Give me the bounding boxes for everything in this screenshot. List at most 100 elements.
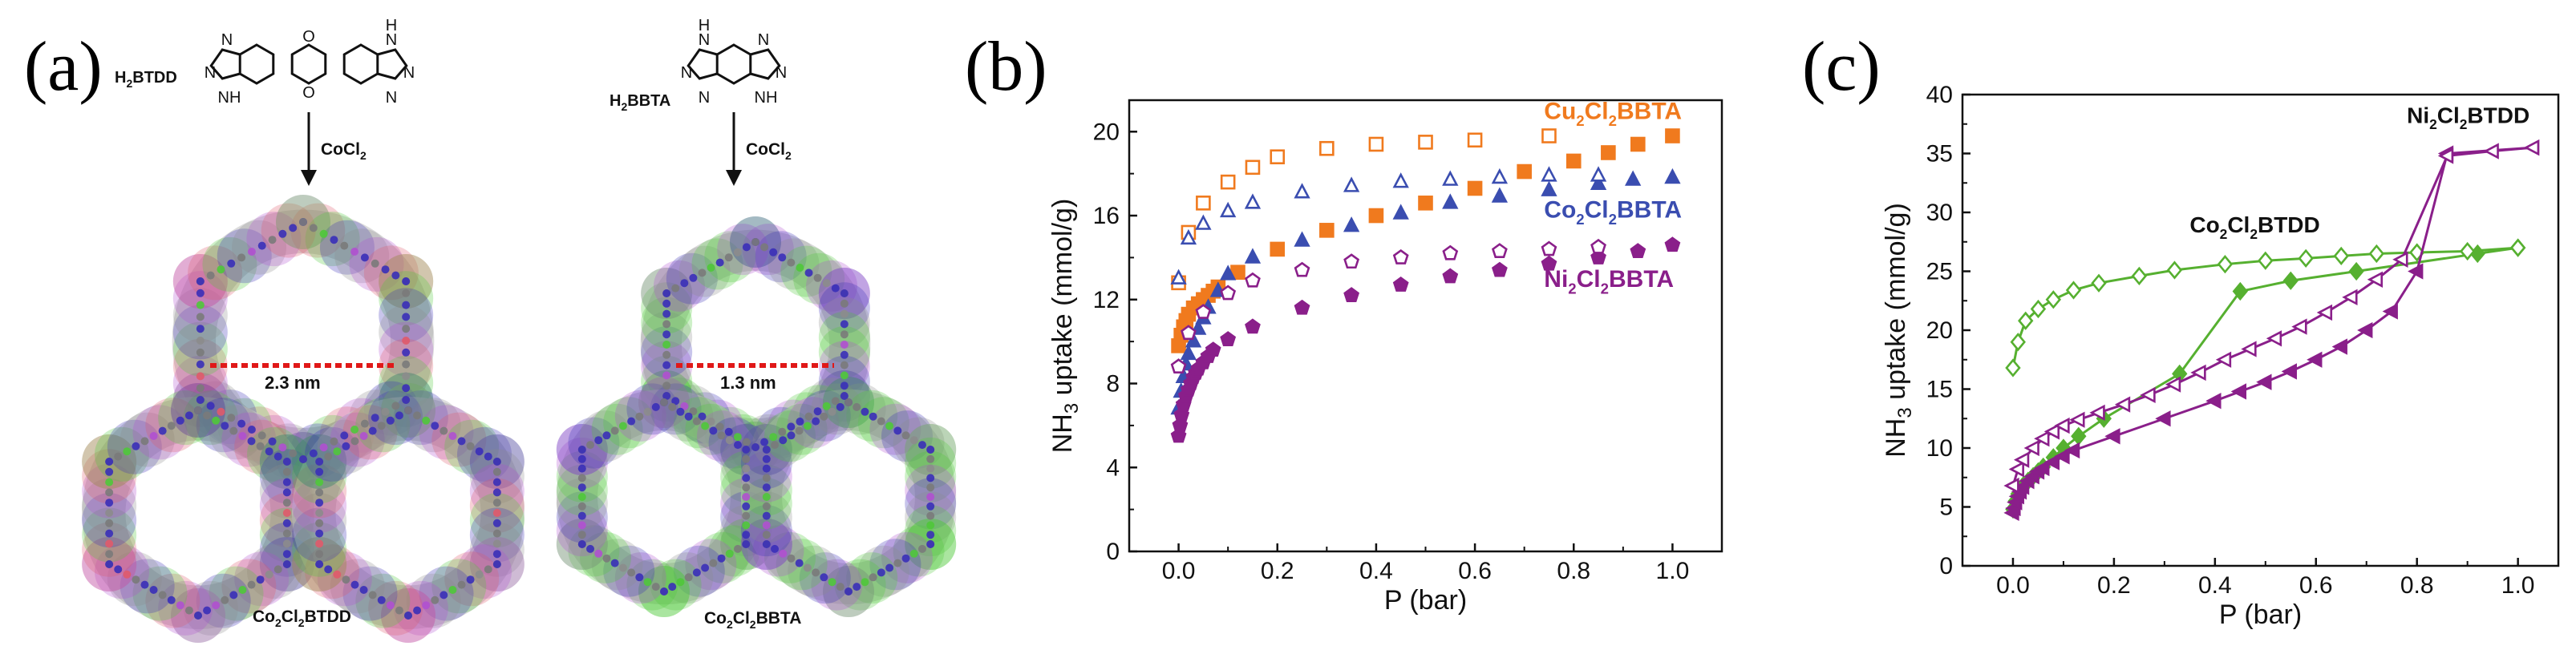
mof-left-atom: [395, 606, 403, 615]
mof-left-atom: [265, 447, 273, 456]
mof-left-atom: [229, 591, 238, 600]
mof-left-atom: [333, 447, 342, 456]
mof-left-halo: [158, 390, 213, 446]
mof-left-atom: [278, 229, 287, 238]
mof-right-atom: [917, 544, 926, 553]
mof-right-atom: [769, 433, 778, 442]
mof-left-atom: [105, 478, 114, 486]
mof-left-atom: [315, 550, 324, 559]
mof-left-atom: [350, 426, 359, 434]
mof-left-atom: [333, 570, 342, 579]
pore-size-right: 1.3 nm: [720, 373, 776, 393]
btdd-triazole-left: [209, 48, 241, 80]
btdd-n5: N: [386, 89, 397, 107]
data-point-c: [2131, 266, 2148, 286]
mof-right-atom: [812, 417, 820, 426]
mof-left-halo: [290, 203, 346, 258]
mof-right-atom: [577, 531, 586, 539]
data-point-c: [2043, 454, 2060, 470]
mof-left-atom: [402, 396, 411, 404]
reaction-arrow-right: [726, 112, 742, 186]
mof-left-atom: [176, 601, 184, 610]
mof-right-atom: [926, 502, 935, 511]
mof-left-atom: [492, 550, 501, 559]
mof-right-atom: [840, 341, 849, 349]
mof-right-atom: [877, 417, 885, 426]
data-point-b: [1294, 261, 1310, 277]
mof-right-atom: [813, 273, 822, 282]
mof-right-atom: [787, 258, 796, 267]
mof-right-atom: [662, 309, 671, 318]
x-tick-label-c: 0.8: [2400, 572, 2434, 599]
y-tick-label-c: 0: [1939, 553, 1953, 579]
mof-left-atom: [105, 519, 114, 527]
mof-right-atom: [840, 320, 849, 329]
data-point-c: [2382, 303, 2398, 320]
mof-left-atom: [105, 529, 114, 538]
mof-left-atom: [282, 478, 291, 486]
bbta-triazole-right: [750, 48, 781, 80]
data-point-c: [2034, 430, 2050, 447]
mof-left-atom: [158, 591, 167, 600]
mof-right-atom: [662, 382, 671, 390]
mof-left-atom: [268, 236, 277, 244]
data-point-b: [1590, 166, 1607, 182]
mof-right-atom: [762, 493, 771, 501]
mof-left-atom: [457, 437, 466, 446]
y-tick-label-b: 20: [1093, 119, 1120, 145]
data-point-b: [1294, 299, 1310, 315]
mof-right-atom: [762, 454, 771, 463]
mof-right-atom: [602, 554, 611, 563]
mof-left-pore-wall-2: [292, 397, 525, 629]
mof-right-atom: [861, 407, 869, 416]
mof-right-atom: [586, 441, 595, 450]
mof-left-atom: [340, 431, 349, 440]
mof-right-atom: [926, 531, 935, 539]
mof-left-atom: [391, 271, 400, 280]
mof-right-atom: [717, 554, 726, 563]
mof-right-atom: [660, 398, 668, 406]
series-label-c-1: Ni2Cl2BTDD: [2407, 103, 2529, 132]
mof-left-halo: [247, 426, 302, 482]
mof-left-halo: [292, 522, 347, 577]
data-point-c: [2459, 241, 2476, 261]
mof-left-atom: [342, 575, 350, 584]
mof-left-atom: [315, 488, 324, 497]
data-point-b: [1517, 164, 1532, 180]
mof-right-atom: [701, 563, 710, 572]
mof-right-atom: [676, 407, 685, 416]
mof-right-atom: [651, 402, 660, 411]
mof-left-atom: [492, 499, 501, 507]
mof-left-atom: [422, 416, 431, 425]
mof-right-atom: [926, 446, 935, 454]
data-point-c: [2232, 281, 2249, 301]
data-point-b: [1220, 174, 1236, 190]
mof-left-atom: [194, 612, 202, 620]
bbta-n2: N: [681, 64, 692, 82]
mof-left-atom: [196, 313, 205, 321]
data-point-b: [1418, 196, 1433, 211]
data-point-b: [1442, 193, 1459, 209]
y-tick-label-c: 20: [1926, 317, 1953, 344]
mof-right-atom: [803, 422, 812, 430]
panel-letter-a: (a): [24, 28, 103, 106]
mof-left-atom: [176, 416, 184, 425]
mof-right-atom: [662, 361, 671, 369]
mof-left-atom: [315, 467, 324, 476]
data-point-b: [1180, 228, 1197, 245]
mof-right-atom: [577, 502, 586, 511]
mof-left-atom: [196, 372, 205, 381]
mof-right-atom: [831, 284, 840, 293]
mof-right-atom: [715, 422, 724, 431]
y-axis-label-b: NH3 uptake (mmol/g): [1047, 199, 1083, 454]
data-point-c: [2005, 358, 2021, 377]
series-b-5: [1170, 238, 1606, 373]
mof-left-atom: [368, 426, 377, 435]
data-point-c: [2282, 271, 2299, 290]
y-tick-label-b: 4: [1106, 454, 1120, 481]
mof-left-atom: [217, 407, 225, 416]
mof-left-atom: [282, 529, 291, 538]
mof-left-atom: [309, 224, 318, 232]
mof-right-atom: [893, 426, 902, 435]
mof-left-halo: [393, 580, 448, 636]
